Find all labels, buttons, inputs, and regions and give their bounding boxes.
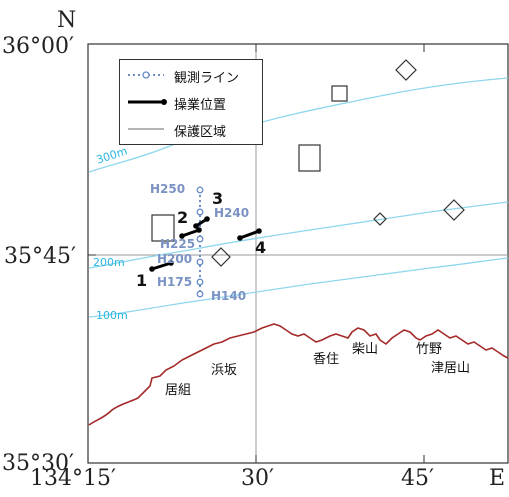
operation-4 <box>239 229 260 240</box>
protected-area-square <box>298 144 321 172</box>
operation-2 <box>181 228 200 238</box>
protected-area-square <box>151 214 175 242</box>
legend-survey-line-label: 観測ライン <box>174 71 240 86</box>
station-h175-marker <box>196 278 204 286</box>
station-h140-marker <box>196 290 204 298</box>
protected-areas <box>151 59 465 267</box>
legend-item-operation: 操業位置 <box>120 91 262 113</box>
north-label: N <box>57 8 77 33</box>
place-takeno: 竹野 <box>416 342 443 357</box>
place-igumi: 居組 <box>165 383 192 398</box>
place-kasumi: 香住 <box>313 352 340 367</box>
station-h240-marker <box>196 208 204 216</box>
protected-area-diamond <box>443 199 465 221</box>
operation-positions <box>149 216 262 272</box>
coastline <box>88 323 509 426</box>
survey-line <box>196 186 204 298</box>
station-h225-label: H225 <box>160 237 196 251</box>
lat-mid-label: 35°45′ <box>4 244 76 269</box>
station-h240-label: H240 <box>214 206 250 220</box>
legend-item-protected-area: 保護区域 <box>120 118 262 140</box>
lon-mid-label: 30′ <box>241 466 274 491</box>
station-h200-marker <box>196 258 204 266</box>
station-h225-marker <box>196 235 204 243</box>
map-legend: 観測ライン 操業位置 保護区域 <box>119 59 263 145</box>
contour-200m <box>88 201 509 269</box>
lat-bottom-label: 35°30′ <box>2 451 74 476</box>
operation-1 <box>151 261 172 271</box>
operation-4-number: 4 <box>255 238 267 257</box>
depth-200m-label: 200m <box>93 256 125 269</box>
survey-line-swatch <box>128 71 164 79</box>
operation-2-number: 2 <box>177 208 189 227</box>
operation-3-number: 3 <box>212 189 224 208</box>
protected-area-swatch <box>128 128 164 130</box>
station-h140-label: H140 <box>211 289 247 303</box>
lon-left-label: 134°15′ <box>30 466 116 491</box>
station-h250-label: H250 <box>150 182 186 196</box>
depth-100m-label: 100m <box>96 309 128 322</box>
legend-protected-area-label: 保護区域 <box>174 125 227 140</box>
station-h175-label: H175 <box>157 275 193 289</box>
protected-area-square <box>331 85 348 102</box>
place-shibayama: 柴山 <box>352 342 379 357</box>
operation-swatch <box>128 99 167 105</box>
protected-area-diamond <box>211 247 231 267</box>
contour-300m <box>88 77 509 173</box>
place-hamasaka: 浜坂 <box>211 363 238 378</box>
protected-area-diamond <box>395 59 417 81</box>
place-tsuiyama: 津居山 <box>431 361 471 376</box>
legend-operation-label: 操業位置 <box>174 98 227 113</box>
axis-ticks <box>88 43 425 464</box>
station-h250-marker <box>196 186 204 194</box>
protected-area-diamond <box>373 212 387 226</box>
lat-top-label: 36°00′ <box>2 34 74 59</box>
east-label: E <box>489 466 506 491</box>
contour-100m <box>88 257 509 318</box>
legend-item-survey-line: 観測ライン <box>120 64 262 86</box>
station-h200-label: H200 <box>157 252 193 266</box>
lon-right-label: 45′ <box>401 466 434 491</box>
operation-1-number: 1 <box>136 271 148 290</box>
